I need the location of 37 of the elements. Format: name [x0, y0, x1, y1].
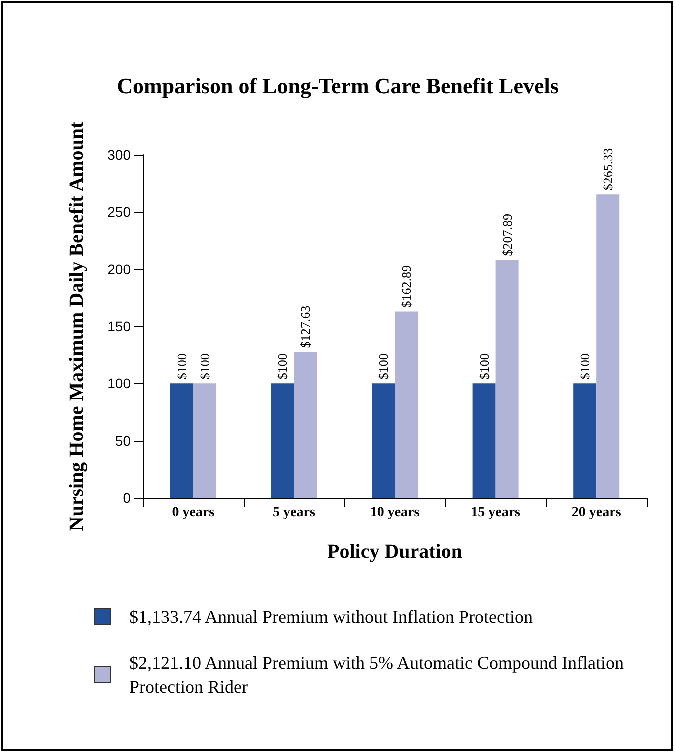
legend-label: $1,133.74 Annual Premium without Inflation Protection: [130, 607, 533, 627]
x-tick-label: 0 years: [172, 506, 216, 520]
data-label: $207.89: [500, 214, 515, 256]
y-tick-label: 300: [108, 147, 132, 163]
data-label: $100: [174, 354, 190, 380]
x-tick-label: 10 years: [370, 506, 420, 520]
y-axis-title: Nursing Home Maximum Daily Benefit Amount: [66, 121, 88, 532]
data-label: $100: [578, 354, 593, 380]
bar: [193, 384, 216, 498]
bar: [294, 352, 318, 498]
x-axis-title: Policy Duration: [328, 541, 462, 563]
bar: [395, 312, 418, 498]
data-label: $100: [476, 354, 492, 380]
x-tick-label: 5 years: [273, 506, 316, 520]
y-tick-label: 200: [108, 261, 132, 278]
legend-label: $2,121.10 Annual Premium with 5% Automatic Compound Inflation Protection Rider: [130, 653, 628, 697]
bar: [496, 260, 519, 498]
bar: [271, 384, 294, 498]
bar: [472, 384, 496, 498]
y-tick-label: 150: [108, 318, 132, 334]
chart-title: Comparison of Long-Term Care Benefit Levels: [117, 74, 560, 98]
bar: [596, 194, 620, 498]
bar: [170, 384, 194, 498]
y-tick-label: 100: [108, 376, 132, 392]
data-label: $162.89: [399, 266, 414, 308]
data-label: $100: [197, 354, 212, 380]
data-label: $265.33: [600, 148, 616, 191]
data-label: $100: [376, 354, 391, 380]
y-tick-label: 0: [123, 490, 132, 506]
y-tick-label: 250: [108, 204, 132, 220]
data-label: $127.63: [298, 306, 314, 348]
x-tick-label: 15 years: [471, 506, 522, 520]
bar: [372, 384, 395, 498]
bar: [574, 384, 597, 498]
x-tick-label: 20 years: [572, 506, 622, 520]
y-tick-label: 50: [115, 432, 132, 449]
data-label: $100: [275, 354, 290, 380]
